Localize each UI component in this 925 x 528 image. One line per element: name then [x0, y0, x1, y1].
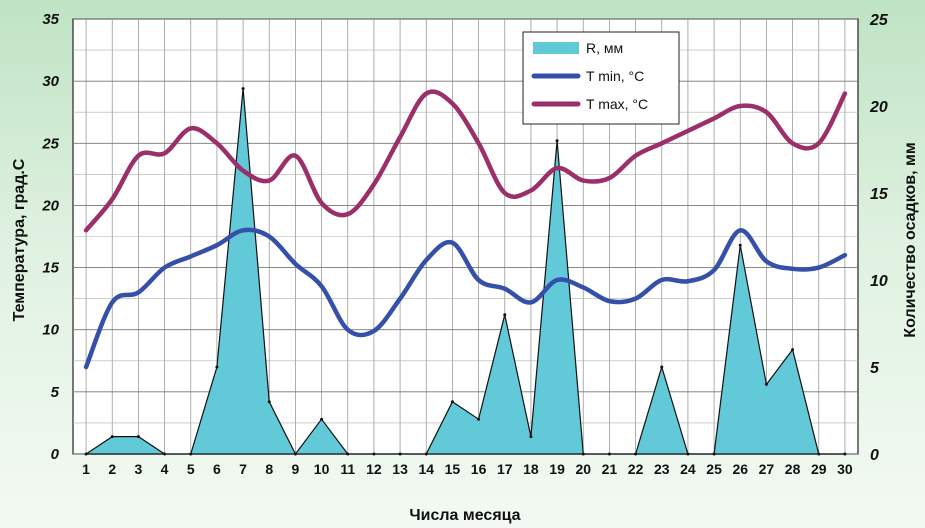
- x-tick-label: 5: [187, 461, 195, 477]
- precipitation-point: [424, 452, 428, 456]
- x-tick-label: 29: [811, 461, 827, 477]
- precipitation-point: [791, 348, 795, 352]
- precipitation-point: [764, 382, 768, 386]
- precipitation-point: [346, 452, 350, 456]
- left-tick-label: 5: [51, 384, 60, 401]
- x-tick-label: 19: [549, 461, 565, 477]
- x-axis-title: Числа месяца: [409, 507, 520, 524]
- x-tick-label: 4: [161, 461, 169, 477]
- legend-label: T min, °C: [586, 68, 644, 84]
- x-tick-label: 1: [82, 461, 90, 477]
- precipitation-point: [450, 400, 454, 404]
- precipitation-point: [163, 452, 167, 456]
- right-axis-title: Количество осадков, мм: [902, 142, 919, 337]
- left-tick-label: 30: [42, 73, 59, 90]
- x-tick-label: 25: [706, 461, 722, 477]
- precipitation-point: [320, 417, 324, 421]
- left-axis: 0 5 10 15 20 25 30 35: [41, 11, 59, 463]
- precipitation-point: [110, 435, 114, 439]
- left-tick-label: 15: [42, 260, 59, 277]
- temperature-lines: [83, 89, 848, 370]
- x-tick-label: 17: [497, 461, 513, 477]
- x-tick-label: 12: [366, 461, 382, 477]
- legend: R, мм T min, °C T max, °C: [522, 31, 680, 125]
- precipitation-point: [477, 417, 481, 421]
- series-line: [83, 227, 848, 370]
- x-tick-label: 9: [292, 461, 300, 477]
- x-tick-label: 18: [523, 461, 539, 477]
- right-tick-label: 25: [869, 12, 889, 29]
- x-tick-label: 10: [314, 461, 330, 477]
- left-tick-label: 20: [41, 197, 59, 214]
- precipitation-point: [555, 139, 559, 143]
- left-tick-label: 35: [42, 11, 59, 28]
- right-tick-label: 10: [870, 273, 888, 290]
- precipitation-point: [817, 452, 821, 456]
- right-tick-label: 20: [869, 99, 888, 116]
- precipitation-point: [398, 452, 402, 456]
- precipitation-point: [189, 452, 193, 456]
- precipitation-area: [84, 87, 847, 456]
- legend-label: T max, °C: [586, 96, 648, 112]
- x-axis: 1 2 3 4 5 6 7 8 9 10 11 12 13 14 15 16 17 18 19 20 21 22 23 24 2…: [82, 461, 853, 477]
- right-tick-label: 0: [870, 447, 879, 464]
- series-line: [83, 89, 848, 233]
- precipitation-point: [607, 452, 611, 456]
- x-tick-label: 22: [628, 461, 644, 477]
- right-tick-label: 15: [870, 186, 889, 203]
- x-tick-label: 21: [602, 461, 618, 477]
- left-tick-label: 0: [51, 446, 60, 463]
- x-tick-label: 6: [213, 461, 221, 477]
- x-tick-label: 23: [654, 461, 670, 477]
- x-tick-label: 27: [759, 461, 775, 477]
- x-tick-label: 26: [732, 461, 748, 477]
- precipitation-point: [581, 452, 585, 456]
- legend-swatch: [533, 42, 579, 54]
- precipitation-point: [843, 452, 847, 456]
- left-axis-title: Температура, град.С: [11, 158, 28, 321]
- x-tick-label: 24: [680, 461, 696, 477]
- right-tick-label: 5: [870, 360, 880, 377]
- x-tick-label: 3: [135, 461, 143, 477]
- x-tick-label: 13: [392, 461, 408, 477]
- precipitation-point: [84, 452, 88, 456]
- precipitation-point: [136, 435, 140, 439]
- x-tick-label: 20: [575, 461, 591, 477]
- x-tick-label: 15: [445, 461, 461, 477]
- x-tick-label: 7: [239, 461, 247, 477]
- precipitation-point: [267, 400, 271, 404]
- precipitation-point: [712, 452, 716, 456]
- precipitation-point: [215, 365, 219, 369]
- precipitation-point: [686, 452, 690, 456]
- x-tick-label: 30: [837, 461, 853, 477]
- x-tick-label: 14: [418, 461, 434, 477]
- precipitation-point: [634, 452, 638, 456]
- precipitation-point: [738, 243, 742, 247]
- precipitation-point: [293, 452, 297, 456]
- precipitation-point: [529, 435, 533, 439]
- legend-label: R, мм: [586, 40, 623, 56]
- left-tick-label: 25: [41, 135, 59, 152]
- x-tick-label: 28: [785, 461, 801, 477]
- x-tick-label: 11: [340, 461, 355, 477]
- precipitation-point: [241, 87, 245, 91]
- right-axis: 0 5 10 15 20 25: [869, 12, 889, 464]
- precipitation-point: [503, 313, 507, 317]
- precipitation-point: [660, 365, 664, 369]
- x-tick-label: 16: [471, 461, 487, 477]
- x-tick-label: 8: [265, 461, 273, 477]
- x-tick-label: 2: [108, 461, 116, 477]
- precipitation-point: [372, 452, 376, 456]
- left-tick-label: 10: [42, 322, 59, 339]
